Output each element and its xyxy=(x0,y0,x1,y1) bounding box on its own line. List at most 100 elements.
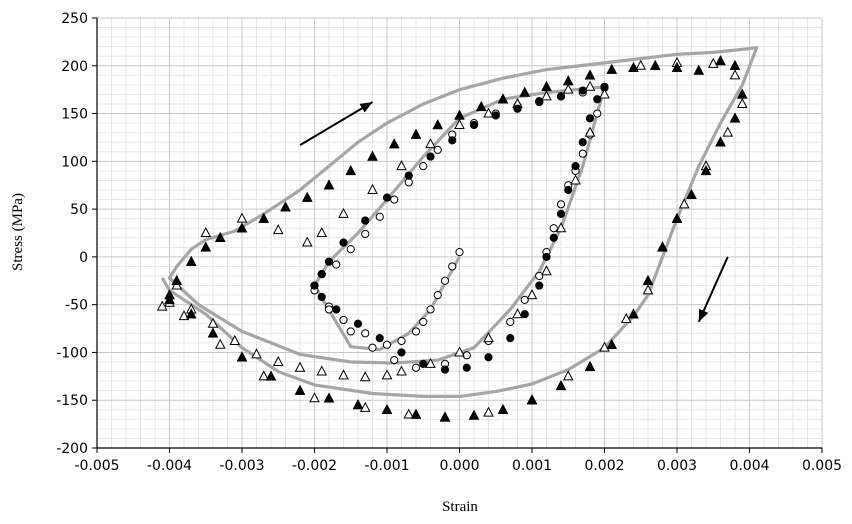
filled-circle-point xyxy=(578,86,587,95)
open-circle-point xyxy=(339,315,348,325)
x-tick-label: 0.000 xyxy=(439,458,479,474)
open-triangle-point xyxy=(294,361,306,372)
filled-circle-point xyxy=(520,310,529,319)
open-circle-point xyxy=(390,195,399,204)
filled-circle-point xyxy=(469,120,479,130)
filled-circle-point xyxy=(332,305,341,314)
filled-triangle-point xyxy=(410,408,422,419)
open-triangle-point xyxy=(214,338,226,349)
open-triangle-point xyxy=(454,118,465,130)
open-triangle-point xyxy=(584,80,596,91)
open-triangle-point xyxy=(272,355,284,366)
filled-circle-point xyxy=(506,334,515,343)
open-circle-point xyxy=(361,229,370,239)
open-circle-point xyxy=(455,248,464,257)
open-circle-point xyxy=(397,336,406,346)
filled-circle-point xyxy=(513,104,522,113)
open-triangle-point xyxy=(272,224,284,235)
annotations xyxy=(299,101,729,323)
filled-triangle-point xyxy=(301,191,313,202)
open-triangle-point xyxy=(258,370,270,381)
filled-triangle-point xyxy=(164,293,175,305)
filled-circle-point xyxy=(542,252,551,261)
open-triangle-point xyxy=(678,198,690,209)
open-triangle-point xyxy=(584,126,596,137)
open-circle-point xyxy=(426,305,435,314)
open-triangle-point xyxy=(338,369,349,380)
filled-triangle-point xyxy=(258,212,270,223)
open-triangle-point xyxy=(396,160,407,171)
filled-triangle-point xyxy=(207,327,219,338)
open-triangle-point xyxy=(367,183,378,194)
open-circle-point xyxy=(346,327,355,336)
filled-circle-point xyxy=(310,281,319,290)
filled-circle-point xyxy=(324,257,334,266)
open-circle-point xyxy=(361,329,370,338)
filled-triangle-point xyxy=(468,409,480,420)
filled-triangle-point xyxy=(642,274,654,286)
open-circle-point xyxy=(419,317,428,326)
filled-circle-point xyxy=(397,348,406,357)
filled-triangle-point xyxy=(584,69,596,80)
open-triangle-point xyxy=(526,289,538,300)
filled-triangle-point xyxy=(352,398,364,410)
filled-circle-point xyxy=(404,171,413,180)
open-circle-point xyxy=(448,262,457,271)
open-circle-point xyxy=(506,317,515,326)
open-triangle-point xyxy=(722,126,734,137)
filled-triangle-point xyxy=(236,222,248,233)
filled-circle-point xyxy=(491,111,500,120)
open-triangle-point xyxy=(381,369,393,380)
x-tick-label: -0.003 xyxy=(219,458,264,474)
y-tick-label: 250 xyxy=(61,11,88,27)
x-tick-label: -0.002 xyxy=(292,458,337,474)
open-triangle-point xyxy=(570,174,581,185)
filled-triangle-point xyxy=(367,150,378,161)
open-triangle-point xyxy=(512,308,523,319)
filled-triangle-point xyxy=(541,80,552,92)
filled-triangle-point xyxy=(519,86,531,97)
filled-triangle-point xyxy=(200,241,212,252)
model-curve-line xyxy=(160,46,759,398)
filled-circle-point xyxy=(317,269,326,279)
open-circle-point xyxy=(578,149,587,158)
filled-triangle-point xyxy=(671,61,683,72)
filled-circle-point xyxy=(535,281,544,290)
open-circle-point xyxy=(346,245,355,254)
filled-triangle-point xyxy=(715,54,726,66)
open-triangle-point xyxy=(483,406,494,417)
open-triangle-point xyxy=(359,371,371,382)
filled-circle-point xyxy=(448,136,457,145)
filled-circle-point xyxy=(564,185,573,195)
filled-triangle-point xyxy=(729,59,741,71)
open-triangle-point xyxy=(236,212,248,223)
filled-triangle-point xyxy=(236,351,248,362)
open-triangle-point xyxy=(207,317,219,328)
filled-triangle-point xyxy=(280,201,291,212)
x-tick-label: 0.004 xyxy=(729,458,769,474)
filled-circle-point xyxy=(593,95,602,104)
x-tick-label: -0.001 xyxy=(364,458,409,474)
filled-triangle-point xyxy=(729,112,741,123)
filled-triangle-point xyxy=(628,61,639,72)
y-tick-label: -50 xyxy=(65,298,88,314)
x-tick-label: -0.004 xyxy=(147,458,192,474)
direction-arrow-head xyxy=(359,102,373,113)
filled-triangle-point xyxy=(686,188,697,200)
open-circle-point xyxy=(382,340,392,349)
filled-triangle-point xyxy=(693,64,705,75)
open-triangle-point xyxy=(736,97,748,108)
filled-circle-point xyxy=(484,353,493,362)
open-circle-point xyxy=(593,109,602,118)
filled-circle-point xyxy=(419,359,428,369)
data-series xyxy=(156,46,759,422)
y-tick-label: 200 xyxy=(61,59,88,75)
open-triangle-point xyxy=(338,207,349,218)
filled-triangle-point xyxy=(265,370,277,381)
filled-triangle-point xyxy=(584,360,596,372)
filled-triangle-point xyxy=(700,164,712,176)
open-circle-point xyxy=(549,224,558,233)
filled-triangle-point xyxy=(497,93,509,104)
